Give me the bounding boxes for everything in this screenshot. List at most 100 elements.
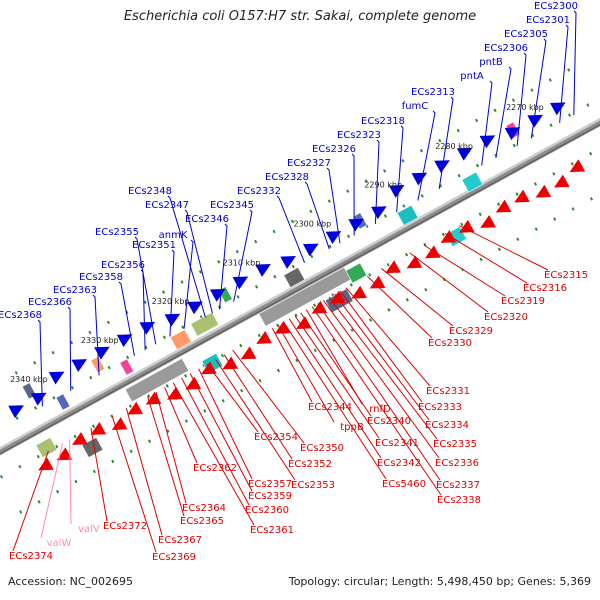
gene-label-top: ECs2326 [312,144,356,155]
leader-line-top [118,281,135,357]
leader-line-top [495,66,512,158]
leader-line-top [276,195,306,263]
arrow-bottom [553,174,570,188]
arrow-top [527,114,543,128]
kbp-tick-label: 2290 kbp [364,181,402,190]
leader-line-top [67,306,72,391]
gene-label-bottom: ECs2350 [300,443,344,454]
gene-label-bottom: ECs2333 [418,402,462,413]
gene-label-bottom: ECs2372 [103,521,147,532]
gene-label-top: ECs2363 [53,285,97,296]
gene-label-top: ECs2347 [145,200,189,211]
leader-line-top [417,110,436,201]
dashed-ring-inner [19,192,600,514]
arrow-bottom [240,346,257,360]
leader-line-bottom [322,299,440,459]
arrow-bottom [424,245,441,259]
gene-label-bottom: ECs2337 [436,480,480,491]
arrow-bottom [311,300,328,314]
arrow-bottom [222,356,238,370]
leader-line-top [516,52,527,147]
arrow-bottom [274,320,291,334]
gene-label-top: ECs2358 [79,272,123,283]
dashed-ring-outer [0,62,581,384]
gene-label-bottom: ECs2336 [435,458,479,469]
leader-line-top [92,294,100,376]
gene-label-bottom: ECs2357 [248,479,292,490]
leader-line-top [326,167,341,244]
gene-block [170,329,192,351]
gene-label-top: ECs2306 [484,43,528,54]
leader-line-bottom [328,296,438,440]
gene-label-top: ECs2318 [361,116,405,127]
leader-line-bottom [300,312,372,417]
leader-line-bottom [12,450,49,552]
leader-line-bottom [215,359,296,481]
arrow-bottom [369,275,386,289]
gene-label-top: ECs2356 [101,260,145,271]
leader-line-top [169,249,175,337]
gene-label-top: pntA [460,71,484,82]
leader-line-top [374,139,380,224]
gene-label-bottom: ECs2342 [377,458,421,469]
leader-line-bottom [317,303,441,481]
arrow-bottom [385,260,401,274]
gene-block [190,311,220,337]
gene-label-bottom: rnfD [369,404,391,415]
arrow-top [371,206,387,220]
leader-line-bottom [345,287,431,387]
gene-label-bottom: ECs2340 [367,416,411,427]
arrow-bottom [38,457,54,471]
arrow-top [302,243,319,257]
arrow-bottom [145,391,162,405]
gene-label-bottom: ECs2365 [180,516,224,527]
gene-block [461,171,484,193]
gene-label-bottom: ECs2334 [425,420,469,431]
gene-label-top: ECs2301 [526,15,570,26]
arrow-bottom [406,255,423,269]
leader-line-bottom [277,324,335,423]
leader-line-bottom [198,368,253,480]
gene-label-top: ECs2346 [185,214,229,225]
leader-line-bottom [172,382,255,526]
leader-line-bottom [366,275,433,339]
gene-label-bottom: ECs5460 [382,479,426,490]
arrow-top [504,127,521,141]
leader-line-top [530,38,547,139]
gene-label-bottom: ECs2338 [437,495,481,506]
arrow-top [348,218,364,232]
leader-line-top [351,153,355,236]
gene-label-top: ECs2355 [95,227,139,238]
arrow-top [255,264,271,277]
gene-label-bottom: ECs2330 [428,338,472,349]
leader-line-bottom [334,293,430,421]
gene-label-bottom: ECs2319 [501,296,545,307]
gene-label-top: ECs2332 [237,186,281,197]
gene-label-bottom: ECs2329 [449,326,493,337]
leader-line-bottom [223,354,293,460]
arrow-top [456,147,473,161]
leader-line-top [559,24,569,123]
arrow-top [550,102,566,116]
kbp-tick-label: 2300 kbp [293,219,331,228]
gene-block [90,356,106,374]
leader-line-bottom [111,415,157,553]
arrow-top [209,288,226,302]
arrow-bottom [514,189,530,203]
leader-line-bottom [283,321,387,480]
gene-label-top: ECs2351 [132,240,176,251]
arrow-bottom [458,219,475,233]
leader-line-top [37,319,43,407]
leader-line-bottom [164,387,198,464]
kbp-tick-label: 2340 kbp [10,375,48,384]
gene-label-top: ECs2313 [411,87,455,98]
arrow-bottom [569,159,586,173]
arrow-top [411,172,428,186]
arrow-top [30,392,47,406]
leader-line-bottom [90,427,108,522]
gene-label-bottom: ECs2359 [248,491,292,502]
gene-label-bottom: ECs2360 [245,505,289,516]
gene-label-top: fumC [402,101,429,112]
